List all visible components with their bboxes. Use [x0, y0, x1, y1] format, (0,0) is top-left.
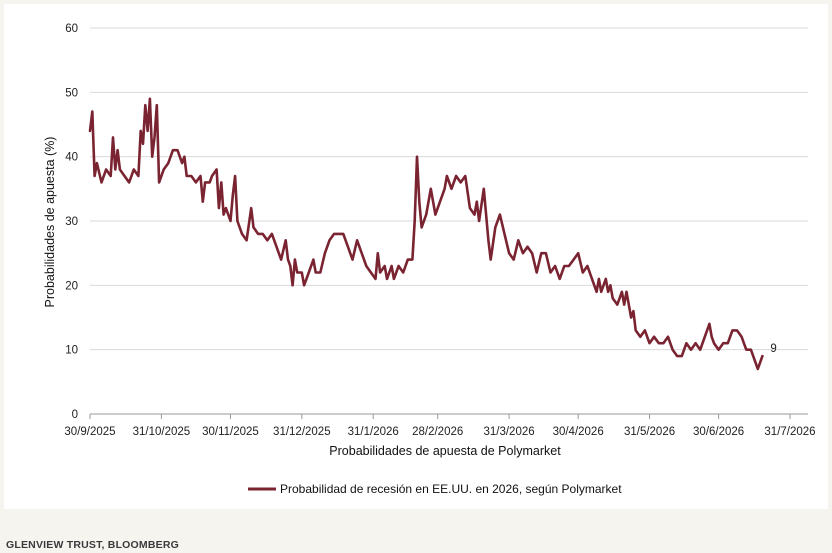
- x-tick-label: 30/6/2026: [693, 426, 744, 438]
- y-tick-label: 20: [65, 280, 78, 292]
- y-tick-label: 0: [72, 409, 78, 421]
- y-tick-label: 40: [65, 152, 78, 164]
- x-tick-label: 31/12/2025: [273, 426, 331, 438]
- x-tick-label: 31/10/2025: [133, 426, 191, 438]
- y-tick-label: 60: [65, 23, 78, 35]
- x-tick-label: 31/5/2026: [624, 426, 675, 438]
- source-credit: GLENVIEW TRUST, BLOOMBERG: [6, 539, 179, 551]
- series-layer: [88, 97, 764, 371]
- x-tick-label: 31/7/2026: [764, 426, 815, 438]
- y-tick-label: 30: [65, 216, 78, 228]
- x-tick-label: 30/9/2025: [64, 426, 115, 438]
- x-tick-label: 28/2/2026: [412, 426, 463, 438]
- legend-label: Probabilidad de recesión en EE.UU. en 20…: [280, 482, 622, 496]
- chart-card: 0 10 20 30 40 50 60 30/9/2025 31/10/2025 30/11/2…: [4, 4, 828, 509]
- x-tick-labels: 30/9/2025 31/10/2025 30/11/2025 31/12/2025 3…: [64, 426, 815, 438]
- x-tick-label: 30/11/2025: [202, 426, 259, 438]
- line-chart: 0 10 20 30 40 50 60 30/9/2025 31/10/2025 30/11/2…: [43, 23, 816, 496]
- x-tick-label: 31/1/2026: [348, 426, 399, 438]
- y-tick-labels: 0 10 20 30 40 50 60: [65, 23, 78, 421]
- x-axis-label: Probabilidades de apuesta de Polymarket: [329, 444, 561, 458]
- y-tick-label: 50: [65, 87, 78, 99]
- end-value-label: 9: [770, 343, 776, 355]
- legend: Probabilidad de recesión en EE.UU. en 20…: [248, 482, 622, 496]
- y-axis-label: Probabilidades de apuesta (%): [43, 137, 57, 308]
- x-tick-label: 30/4/2026: [553, 426, 604, 438]
- series-line: [88, 97, 764, 371]
- x-tick-label: 31/3/2026: [483, 426, 534, 438]
- y-tick-label: 10: [65, 345, 78, 357]
- gridlines: [90, 27, 808, 351]
- axes: [89, 413, 808, 419]
